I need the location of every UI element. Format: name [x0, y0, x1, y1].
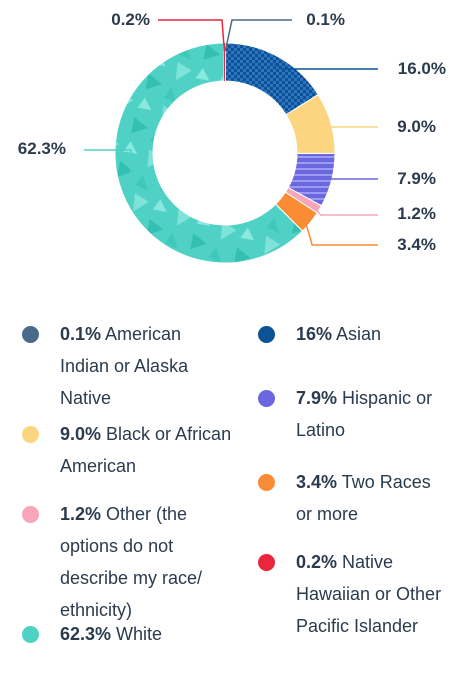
legend-swatch	[258, 390, 275, 407]
leader-line	[84, 149, 132, 193]
legend-swatch	[22, 626, 39, 643]
data-label: 1.2%	[397, 204, 436, 223]
legend-swatch	[22, 326, 39, 343]
data-label: 3.4%	[397, 235, 436, 254]
legend-value: 0.1%	[60, 324, 102, 344]
leader-line	[224, 19, 292, 52]
leader-line	[158, 19, 226, 52]
legend-item: 9.0% Black or African American	[22, 418, 242, 482]
legend-value: 7.9%	[296, 388, 338, 408]
legend-value: 62.3%	[60, 624, 112, 644]
data-label: 7.9%	[397, 169, 436, 188]
leader-line	[274, 63, 378, 70]
leader-line	[322, 124, 378, 128]
leader-line	[311, 204, 378, 216]
legend-swatch	[22, 506, 39, 523]
legend-value: 9.0%	[60, 424, 102, 444]
data-label: 16.0%	[398, 59, 446, 78]
legend-item: 62.3% White	[22, 618, 222, 650]
legend-label: 9.0% Black or African American	[60, 424, 232, 476]
legend-item: 1.2% Other (the options do not describe …	[22, 498, 232, 626]
data-label: 62.3%	[18, 139, 66, 158]
slice-native-hawaiian-or-other-pacific-islander	[223, 43, 225, 82]
legend-label: 0.2% Native Hawaiian or Other Pacific Is…	[296, 552, 442, 636]
slice-white	[114, 42, 304, 264]
data-label: 0.1%	[306, 10, 345, 29]
legend-swatch	[22, 426, 39, 443]
legend-item: 16% Asian	[258, 318, 458, 350]
legend-item: 0.2% Native Hawaiian or Other Pacific Is…	[258, 546, 468, 642]
legend-label: 3.4% Two Races or more	[296, 472, 431, 524]
legend-item: 3.4% Two Races or more	[258, 466, 448, 530]
data-label: 0.2%	[111, 10, 150, 29]
legend-value: 1.2%	[60, 504, 102, 524]
donut-chart: 0.1% 16.0% 9.0% 7.9% 1.2% 3.4% 62.3% 0.2%	[18, 10, 446, 264]
legend-value: 16%	[296, 324, 333, 344]
legend-value: 0.2%	[296, 552, 338, 572]
legend-item: 0.1% American Indian or Alaska Native	[22, 318, 222, 414]
legend-label: 62.3% White	[60, 624, 163, 644]
leader-line	[303, 217, 378, 246]
data-label: 9.0%	[397, 117, 436, 136]
legend-item: 7.9% Hispanic or Latino	[258, 382, 448, 446]
legend-swatch	[258, 474, 275, 491]
leader-line	[323, 177, 378, 180]
legend-label: 0.1% American Indian or Alaska Native	[60, 324, 189, 408]
legend-label: 7.9% Hispanic or Latino	[296, 388, 433, 440]
legend-swatch	[258, 554, 275, 571]
legend-swatch	[258, 326, 275, 343]
legend-label: 1.2% Other (the options do not describe …	[60, 504, 203, 620]
legend-label: 16% Asian	[296, 324, 382, 344]
legend-value: 3.4%	[296, 472, 338, 492]
